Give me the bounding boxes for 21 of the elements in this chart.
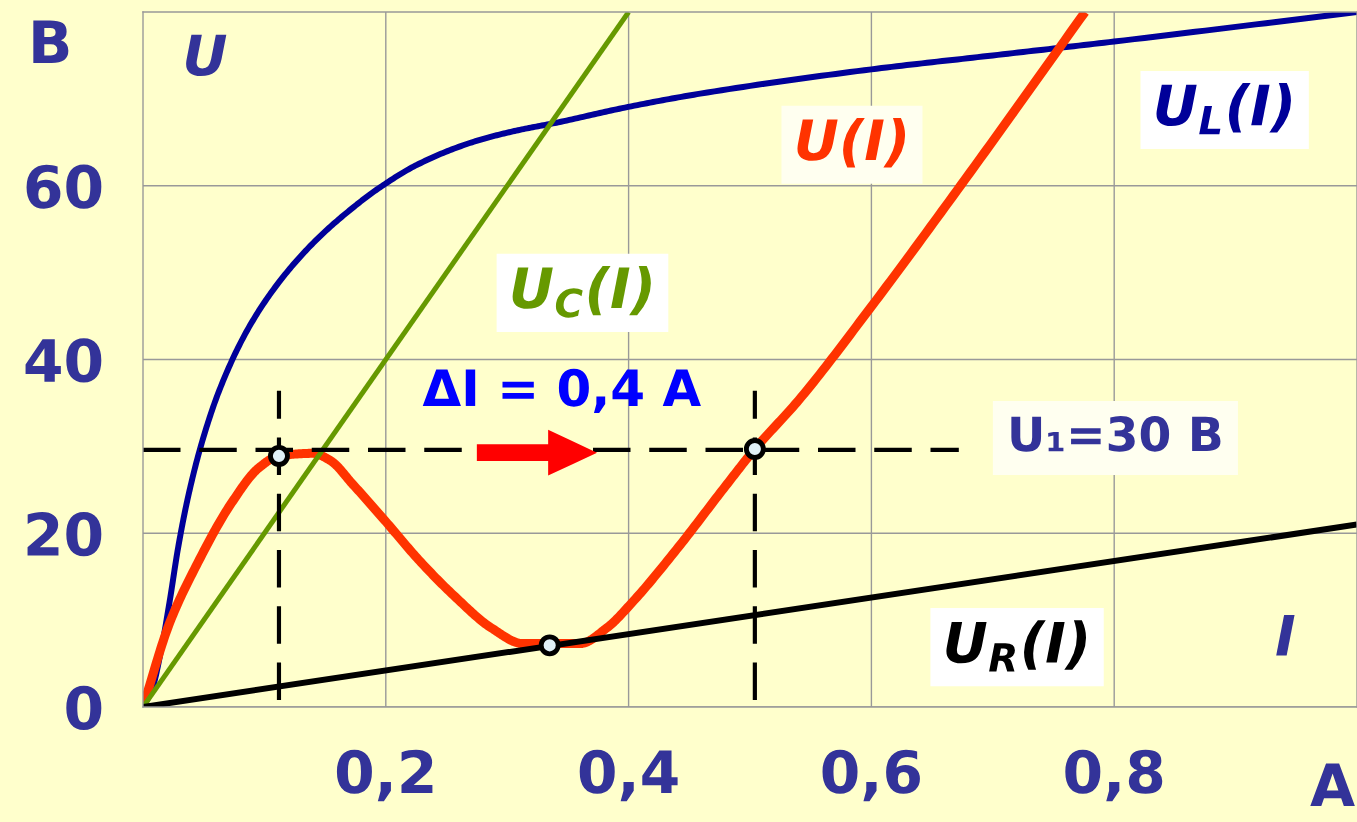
- point: [538, 634, 561, 657]
- point: [268, 445, 290, 467]
- series-label: U$_{C}$(I): [512, 265, 651, 318]
- y-tick-label: 0: [66, 685, 102, 730]
- series-label: U$_{L}$(I): [1156, 83, 1291, 135]
- series-label: U(I): [797, 117, 906, 168]
- annotation: U₁=30 В: [1011, 416, 1221, 452]
- text: В: [33, 20, 69, 63]
- x-axis-title: I: [1276, 615, 1295, 656]
- y-tick-label: 60: [26, 164, 102, 209]
- x-tick-label: 0,8: [1065, 749, 1163, 802]
- y-tick-label: 20: [27, 512, 102, 557]
- annotation: ΔI = 0,4 A: [422, 368, 701, 414]
- text: А: [1310, 763, 1355, 807]
- x-tick-label: 0,4: [579, 749, 678, 802]
- x-tick-label: 0,6: [822, 749, 920, 802]
- y-axis-title: U: [186, 34, 227, 77]
- point: [743, 438, 766, 460]
- y-tick-label: 40: [25, 338, 102, 383]
- series-label: U$_{R}$(I): [946, 620, 1087, 672]
- x-tick-label: 0,2: [336, 749, 433, 802]
